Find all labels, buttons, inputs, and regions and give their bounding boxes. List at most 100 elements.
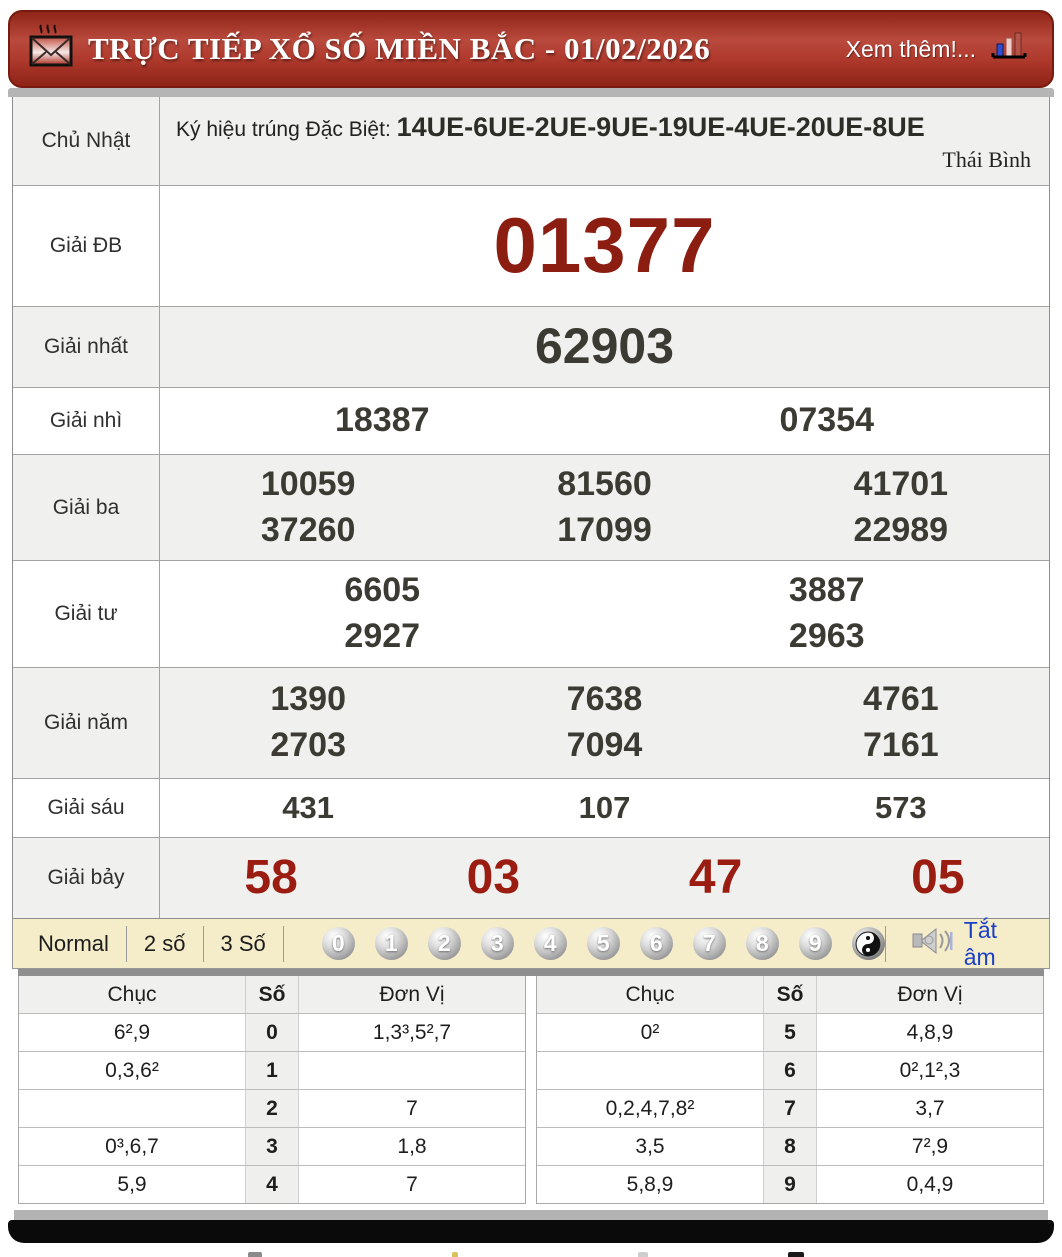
- units-cell: [299, 1052, 525, 1089]
- table-row: 6²,9 0 1,3³,5²,7: [19, 1013, 525, 1051]
- digit-cell: 2: [245, 1090, 299, 1127]
- units-cell: 1,8: [397, 1134, 427, 1158]
- prize-number: 431: [282, 790, 335, 826]
- prize-number: 107: [578, 790, 631, 826]
- footer-bar: [8, 1220, 1054, 1243]
- mode-tab-2so[interactable]: 2 số: [143, 930, 186, 956]
- prize-number: 81560: [557, 464, 652, 503]
- see-more-link[interactable]: Xem thêm!...: [845, 35, 976, 62]
- weekday-label: Chủ Nhật: [13, 97, 160, 185]
- prize-number: 6605: [344, 571, 421, 610]
- col-header-so: Số: [245, 976, 299, 1013]
- prize-row-seventh: Giải bảy 58 03 47 05: [13, 837, 1049, 918]
- prize-label: Giải nhì: [13, 388, 160, 454]
- digit-cell: 4: [245, 1166, 299, 1203]
- digit-ball-5[interactable]: 5: [586, 927, 620, 960]
- prize-number: 7161: [863, 726, 939, 764]
- digit-table-right: Chục Số Đơn Vị 0² 5 4,8,9 6 0²,1²,3 0,2,…: [536, 976, 1044, 1204]
- control-bar: Normal 2 số 3 Số 0 1 2 3 4 5 6 7 8 9: [12, 916, 1050, 970]
- table-header-row: Chục Số Đơn Vị: [19, 976, 525, 1013]
- digit-ball-6[interactable]: 6: [639, 927, 673, 960]
- special-symbol-label: Ký hiệu trúng Đặc Biệt:: [176, 118, 397, 141]
- units-cell: 3,7: [915, 1096, 945, 1120]
- prize-number: 58: [244, 850, 298, 904]
- digit-ball-group: 0 1 2 3 4 5 6 7 8 9: [321, 927, 885, 960]
- units-cell: 4,8,9: [906, 1020, 954, 1044]
- tens-cell: 6²,9: [113, 1020, 151, 1044]
- prize-number: 07354: [779, 401, 875, 440]
- special-symbol-cell: Ký hiệu trúng Đặc Biệt: 14UE-6UE-2UE-9UE…: [160, 97, 1049, 185]
- yin-yang-icon[interactable]: [851, 927, 885, 960]
- table-row: 0,2,4,7,8² 7 3,7: [537, 1089, 1043, 1127]
- digit-ball-3[interactable]: 3: [480, 927, 514, 960]
- units-cell: 7²,9: [911, 1134, 949, 1158]
- units-cell: 0,4,9: [906, 1172, 954, 1196]
- footer-gray-band: [14, 1210, 1048, 1220]
- tens-cell: 0,2,4,7,8²: [605, 1096, 695, 1120]
- prize-row-third: Giải ba 10059 81560 41701 37260 17099 22…: [13, 454, 1049, 560]
- digit-ball-1[interactable]: 1: [374, 927, 408, 960]
- mode-tab-normal[interactable]: Normal: [38, 930, 109, 956]
- digit-cell: 0: [245, 1014, 299, 1051]
- prize-label: Giải ĐB: [13, 186, 160, 306]
- bar-chart-icon[interactable]: [990, 29, 1028, 70]
- digit-ball-9[interactable]: 9: [798, 927, 832, 960]
- digit-cell: 6: [763, 1052, 817, 1089]
- digit-ball-8[interactable]: 8: [745, 927, 779, 960]
- header-bar: TRỰC TIẾP XỔ SỐ MIỀN BẮC - 01/02/2026 Xe…: [8, 10, 1054, 88]
- cutoff-content: [0, 1243, 1062, 1257]
- separator: [282, 925, 284, 962]
- col-header-donvi: Đơn Vị: [379, 982, 445, 1006]
- prize-number: 41701: [853, 464, 949, 503]
- col-header-so: Số: [763, 976, 817, 1013]
- mute-link[interactable]: Tắt âm: [963, 916, 997, 970]
- table-row: 0,3,6² 1: [19, 1051, 525, 1089]
- digit-frequency-table: Chục Số Đơn Vị 6²,9 0 1,3³,5²,7 0,3,6² 1…: [18, 976, 1044, 1204]
- digit-ball-0[interactable]: 0: [321, 927, 355, 960]
- province-name: Thái Bình: [942, 146, 1031, 172]
- table-row: 0² 5 4,8,9: [537, 1013, 1043, 1051]
- page-title: TRỰC TIẾP XỔ SỐ MIỀN BẮC - 01/02/2026: [88, 31, 711, 66]
- prize-label: Giải tư: [13, 561, 160, 667]
- prize-number: 2927: [344, 617, 421, 655]
- tens-cell: 0,3,6²: [105, 1058, 159, 1082]
- prize-label: Giải bảy: [13, 838, 160, 918]
- prize-number: 17099: [557, 510, 652, 549]
- prize-number: 18387: [334, 401, 430, 440]
- digit-cell: 9: [763, 1166, 817, 1203]
- prize-number: 01377: [493, 201, 716, 290]
- prize-row-first: Giải nhất 62903: [13, 306, 1049, 387]
- tens-cell: 3,5: [635, 1134, 665, 1158]
- header-divider: [8, 88, 1054, 97]
- prize-number: 7094: [566, 726, 643, 764]
- units-cell: 1,3³,5²,7: [372, 1020, 452, 1044]
- digit-ball-2[interactable]: 2: [427, 927, 461, 960]
- prize-number: 4761: [863, 680, 939, 719]
- prize-number: 2703: [270, 726, 346, 764]
- tens-cell: [19, 1090, 245, 1127]
- prize-number: 05: [911, 850, 965, 904]
- units-cell: 7: [406, 1172, 418, 1196]
- prize-label: Giải nhất: [13, 307, 160, 387]
- prize-label: Giải sáu: [13, 779, 160, 837]
- mode-tab-3so[interactable]: 3 Số: [220, 930, 266, 956]
- prize-label: Giải năm: [13, 668, 160, 778]
- prize-number: 573: [874, 790, 927, 826]
- digit-ball-4[interactable]: 4: [533, 927, 567, 960]
- units-cell: 0²,1²,3: [899, 1058, 961, 1082]
- separator: [125, 925, 127, 962]
- digit-cell: 1: [245, 1052, 299, 1089]
- digit-cell: 8: [763, 1128, 817, 1165]
- prize-number: 7638: [566, 680, 643, 719]
- envelope-icon: [28, 23, 74, 76]
- prize-label: Giải ba: [13, 455, 160, 560]
- col-header-chuc: Chục: [107, 982, 157, 1006]
- prize-number: 10059: [260, 464, 356, 503]
- separator: [884, 925, 886, 962]
- digit-ball-7[interactable]: 7: [692, 927, 726, 960]
- digit-cell: 5: [763, 1014, 817, 1051]
- table-row: 0³,6,7 3 1,8: [19, 1127, 525, 1165]
- speaker-icon[interactable]: [912, 925, 954, 962]
- table-row: 5,9 4 7: [19, 1165, 525, 1203]
- prize-row-second: Giải nhì 18387 07354: [13, 387, 1049, 454]
